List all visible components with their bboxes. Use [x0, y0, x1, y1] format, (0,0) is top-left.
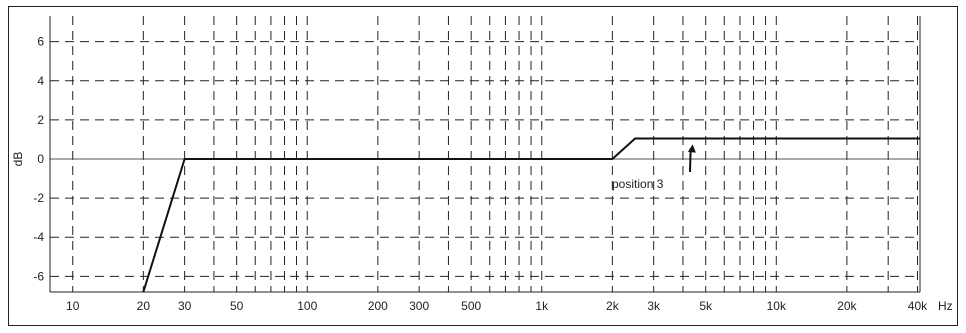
annotation-arrow-head — [687, 144, 696, 153]
x-tick-label: 3k — [647, 299, 661, 313]
x-tick-label: 40k — [908, 299, 928, 313]
eq-response-line — [142, 137, 920, 293]
x-tick-label: 20 — [137, 299, 151, 313]
y-tick-label: 4 — [37, 74, 44, 88]
x-tick-label: 10k — [767, 299, 787, 313]
y-tick-label: 2 — [37, 113, 44, 127]
annotation-label: position 3 — [612, 177, 664, 191]
x-tick-label: 1k — [535, 299, 549, 313]
y-tick-label: -2 — [33, 191, 44, 205]
y-axis-label: dB — [11, 152, 25, 167]
x-tick-label: 200 — [368, 299, 388, 313]
x-tick-label: 2k — [606, 299, 620, 313]
x-tick-label: 50 — [230, 299, 244, 313]
x-tick-label: 500 — [461, 299, 481, 313]
x-axis-unit: Hz — [938, 299, 953, 313]
x-tick-label: 20k — [837, 299, 857, 313]
x-tick-label: 30 — [178, 299, 192, 313]
x-tick-label: 5k — [699, 299, 713, 313]
x-tick-label: 10 — [66, 299, 80, 313]
x-tick-label: 100 — [297, 299, 317, 313]
y-tick-label: -4 — [33, 230, 44, 244]
x-tick-label: 300 — [409, 299, 429, 313]
y-tick-label: 6 — [37, 35, 44, 49]
chart-frame — [8, 6, 958, 326]
y-tick-label: 0 — [37, 152, 44, 166]
annotation-arrow-shaft — [689, 148, 692, 173]
y-tick-label: -6 — [33, 269, 44, 283]
